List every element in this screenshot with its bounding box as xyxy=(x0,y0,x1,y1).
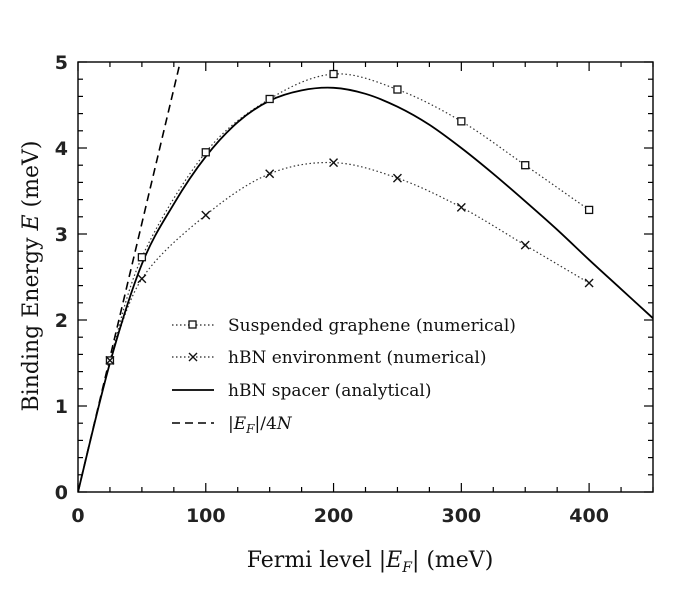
series-line-2 xyxy=(78,86,653,492)
y-tick-label: 5 xyxy=(55,52,68,74)
square-point xyxy=(457,117,466,126)
tick-labels: 0 100 200 300 400 0 1 2 3 4 5 xyxy=(55,52,609,527)
legend: Suspended graphene (numerical) hBN envir… xyxy=(172,316,516,436)
legend-item-hbn-environment: hBN environment (numerical) xyxy=(172,348,486,368)
plot-frame xyxy=(77,61,654,493)
x-tick-label: 300 xyxy=(441,505,481,527)
svg-text:|EF|/4N: |EF|/4N xyxy=(228,414,293,436)
square-point xyxy=(393,85,402,94)
svg-text:hBN spacer (analytical): hBN spacer (analytical) xyxy=(228,381,431,401)
x-tick-label: 400 xyxy=(569,505,609,527)
square-point xyxy=(201,148,210,157)
square-point xyxy=(137,253,147,262)
cross-point xyxy=(456,202,466,212)
plot-clip-group xyxy=(78,62,653,492)
square-point xyxy=(329,69,338,79)
legend-item-ef-over-4n: |EF|/4N xyxy=(172,414,293,436)
series-line-0 xyxy=(109,73,590,361)
square-marker-icon xyxy=(188,320,197,329)
cross-point xyxy=(584,278,594,288)
cross-point xyxy=(201,210,211,220)
axes xyxy=(77,61,654,493)
cross-point xyxy=(137,274,147,284)
legend-item-hbn-spacer: hBN spacer (analytical) xyxy=(172,381,431,401)
cross-point xyxy=(329,158,339,168)
y-tick-label: 4 xyxy=(55,138,68,160)
cross-point xyxy=(392,173,402,183)
plot-area xyxy=(78,62,653,492)
y-tick-label: 0 xyxy=(55,482,68,504)
x-tick-label: 0 xyxy=(71,505,84,527)
y-tick-label: 3 xyxy=(55,224,68,246)
svg-text:hBN environment (numerical): hBN environment (numerical) xyxy=(228,348,486,368)
series-line-3 xyxy=(78,62,182,492)
x-axis-title: Fermi level |EF| (meV) xyxy=(247,548,494,576)
cross-marker-icon xyxy=(188,352,198,362)
x-tick-label: 100 xyxy=(186,505,226,527)
svg-text:Suspended graphene (numerical): Suspended graphene (numerical) xyxy=(228,316,516,336)
y-axis-title: Binding Energy E (meV) xyxy=(19,140,44,411)
cross-point xyxy=(105,355,115,365)
y-tick-label: 2 xyxy=(55,310,68,332)
square-point xyxy=(584,205,594,215)
cross-point xyxy=(520,240,530,250)
square-point xyxy=(521,161,530,170)
legend-item-suspended: Suspended graphene (numerical) xyxy=(172,316,516,336)
x-tick-label: 200 xyxy=(314,505,354,527)
square-point xyxy=(265,94,274,104)
y-tick-label: 1 xyxy=(55,396,68,418)
cross-point xyxy=(265,169,275,179)
